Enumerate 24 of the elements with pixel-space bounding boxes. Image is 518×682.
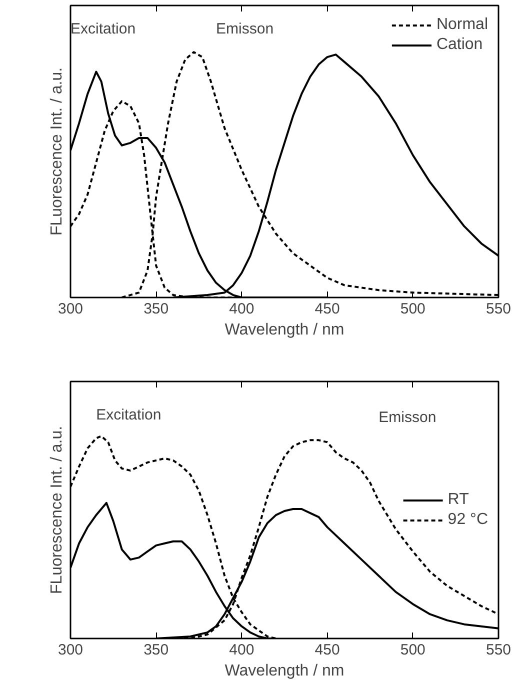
x-tick-label: 350 — [144, 300, 169, 318]
text: Emisson — [216, 20, 274, 38]
legend-label: RT — [448, 490, 469, 508]
x-tick-label: 350 — [144, 642, 169, 658]
x-tick-label: 450 — [314, 300, 340, 318]
x-tick-label: 300 — [58, 300, 84, 318]
legend-label: Normal — [436, 16, 488, 34]
text: Excitation — [96, 406, 162, 424]
text: Excitation — [70, 20, 136, 38]
y-axis-title: FLuorescence Int. / a.u. — [48, 426, 66, 594]
x-axis-title: Wavelength / nm — [224, 662, 344, 680]
x-axis-title: Wavelength / nm — [224, 322, 344, 338]
y-axis-title: FLuorescence Int. / a.u. — [48, 67, 66, 236]
x-tick-label: 550 — [486, 300, 512, 318]
text: Emisson — [378, 408, 436, 426]
legend-label: Cation — [436, 36, 483, 54]
x-tick-label: 450 — [314, 642, 340, 658]
x-tick-label: 500 — [400, 642, 426, 658]
x-tick-label: 550 — [486, 642, 512, 658]
legend-label: 92 °C — [448, 510, 488, 528]
x-tick-label: 300 — [58, 642, 84, 658]
x-tick-label: 400 — [229, 300, 254, 318]
x-tick-label: 400 — [229, 642, 254, 658]
x-tick-label: 500 — [400, 300, 426, 318]
